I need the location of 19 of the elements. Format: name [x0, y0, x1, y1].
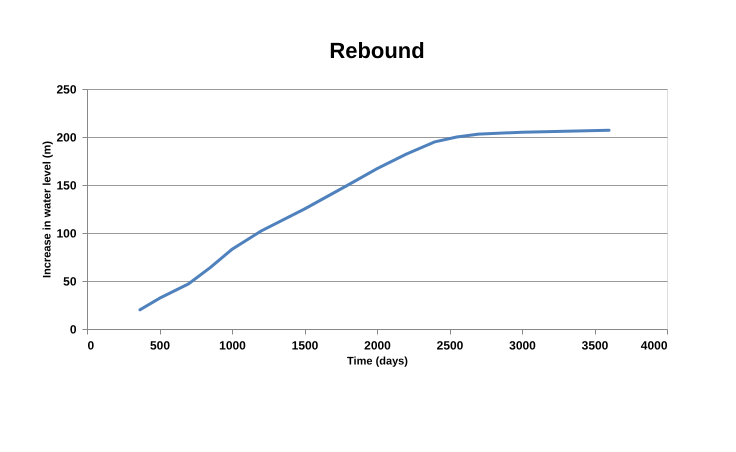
x-tick-label: 1000 [219, 338, 246, 352]
y-tick-label: 200 [56, 130, 77, 144]
line-series [138, 128, 610, 312]
x-tick-label: 0 [88, 338, 94, 352]
x-tick-label: 3000 [509, 338, 536, 352]
x-axis-title: Time (days) [347, 356, 408, 368]
x-tick-label: 2500 [436, 338, 464, 352]
y-tick-label: 50 [63, 274, 77, 288]
x-tick-label: 500 [150, 338, 170, 352]
x-tick-label: 3500 [582, 338, 609, 352]
x-tick-label: 1500 [292, 338, 319, 352]
x-tick-label: 2000 [364, 338, 392, 352]
chart-title: Rebound [329, 38, 425, 63]
y-axis-title: Increase in water level (m) [41, 140, 54, 278]
y-tick-label: 0 [70, 322, 77, 336]
x-tick-label: 4000 [640, 338, 668, 352]
y-tick-label: 150 [56, 178, 77, 192]
y-tick-label: 100 [56, 226, 77, 240]
y-tick-label: 250 [56, 82, 77, 96]
